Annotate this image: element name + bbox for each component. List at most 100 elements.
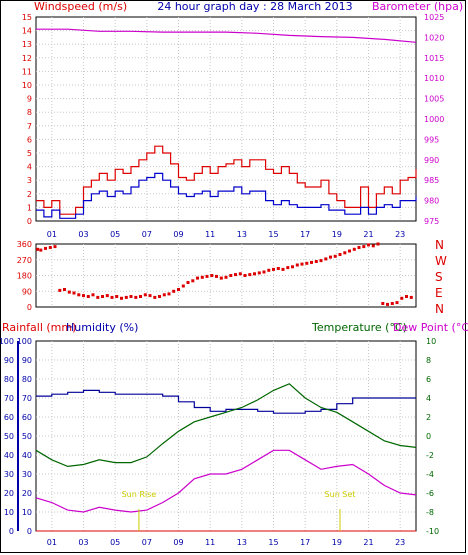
wind-direction-point [162,293,166,297]
wind-direction-point [158,295,161,298]
humidity-tick-label: 20 [22,489,32,498]
wind-direction-point [386,302,389,306]
wind-tick-label: 9 [27,95,32,104]
baro-tick-label: 985 [424,176,439,185]
x-tick-label: 19 [332,538,342,547]
wind-direction-point [291,265,294,269]
dew-point-line [35,449,417,513]
wind-direction-point [333,254,337,258]
wind-axis-label: Windspeed (m/s) [34,0,127,13]
direction-tick-label: 180 [17,272,32,281]
humidity-tick-label: 40 [22,451,32,460]
baro-tick-label: 980 [424,197,439,206]
x-tick-label: 23 [395,538,405,547]
wind-direction-point [36,247,40,251]
rain-axis-label: Rainfall (mm) [2,321,76,334]
rain-tick-label: 100 [0,337,14,346]
direction-tick-label: 90 [22,287,32,296]
baro-tick-label: 1015 [424,54,444,63]
x-tick-label: 11 [205,230,215,239]
wind-tick-label: 1 [27,203,32,212]
barometer-line [36,28,417,43]
x-tick-label: 03 [78,538,88,547]
humidity-tick-label: 10 [22,508,32,517]
temp-tick-label: 10 [426,337,436,346]
humidity-tick-label: 80 [22,375,32,384]
wind-direction-point [253,272,256,276]
x-tick-label: 09 [173,230,183,239]
rain-tick-label: 90 [4,356,14,365]
humidity-tick-label: 100 [17,337,32,346]
wind-direction-point [248,273,252,277]
wind-direction-point [314,260,318,263]
x-tick-label: 03 [78,230,88,239]
wind-direction-point [101,295,104,298]
x-tick-label: 15 [268,538,278,547]
wind-tick-label: 13 [22,40,32,49]
wind-panel-box [35,16,417,222]
wind-direction-point [120,296,123,300]
wind-tick-label: 8 [27,108,32,117]
wind-direction-point [143,293,147,297]
wind-direction-point [371,244,375,248]
x-tick-label: 01 [47,538,57,547]
temp-tick-label: 8 [426,356,431,365]
rain-tick-label: 0 [9,527,14,536]
wind-tick-label: 12 [22,54,32,63]
humidity-tick-label: 50 [22,432,32,441]
wind-direction-point [238,272,242,276]
wind-direction-point [82,294,85,298]
x-tick-label: 13 [237,538,247,547]
temp-tick-label: 4 [426,394,431,403]
x-tick-label: 17 [300,538,310,547]
baro-tick-label: 995 [424,135,439,144]
rain-tick-label: 80 [4,375,14,384]
wind-direction-point [395,301,399,305]
x-tick-label: 13 [237,230,247,239]
x-tick-label: 21 [363,538,373,547]
wind-direction-point [362,245,366,249]
baro-tick-label: 1000 [424,115,444,124]
temp-tick-label: 6 [426,375,431,384]
temp-axis-label: Temperature (°C) [311,321,407,334]
wind-direction-point [177,288,180,291]
wind-direction-point [243,274,247,277]
baro-tick-label: 1025 [424,13,444,22]
compass-label-w: W [435,254,447,268]
wind-direction-point [300,262,304,266]
wind-direction-point [205,274,209,278]
wind-tick-label: 7 [27,122,32,131]
x-tick-label: 07 [142,538,152,547]
wind-direction-point [276,267,280,270]
baro-tick-label: 1020 [424,33,444,42]
compass-label-n-bottom: N [435,302,444,316]
temperature-line [35,383,417,468]
x-tick-label: 07 [142,230,152,239]
wind-direction-point [405,295,408,298]
wind-direction-point [200,275,204,279]
dew-axis-label: Dew Point (°C) [393,321,468,334]
wind-tick-label: 0 [27,217,32,226]
wind-direction-point [148,294,152,298]
wind-direction-point [281,267,285,271]
x-tick-label: 05 [110,538,120,547]
wind-direction-point [139,295,142,298]
wind-direction-point [67,290,71,294]
temp-tick-label: -4 [426,470,434,479]
wind-direction-point [329,255,332,259]
rain-tick-label: 40 [4,451,14,460]
wind-tick-label: 2 [27,190,32,199]
wind-direction-point [129,295,133,298]
humidity-tick-label: 0 [27,527,32,536]
wind-direction-point [72,291,76,295]
wind-direction-point [310,260,313,264]
wind-direction-point [357,246,361,249]
wind-direction-point [39,248,43,252]
humidity-tick-label: 70 [22,394,32,403]
x-tick-label: 17 [300,230,310,239]
wind-direction-point [343,251,347,255]
wind-direction-point [110,295,114,299]
rain-tick-label: 30 [4,470,14,479]
wind-tick-label: 6 [27,135,32,144]
wind-direction-point [115,295,119,298]
